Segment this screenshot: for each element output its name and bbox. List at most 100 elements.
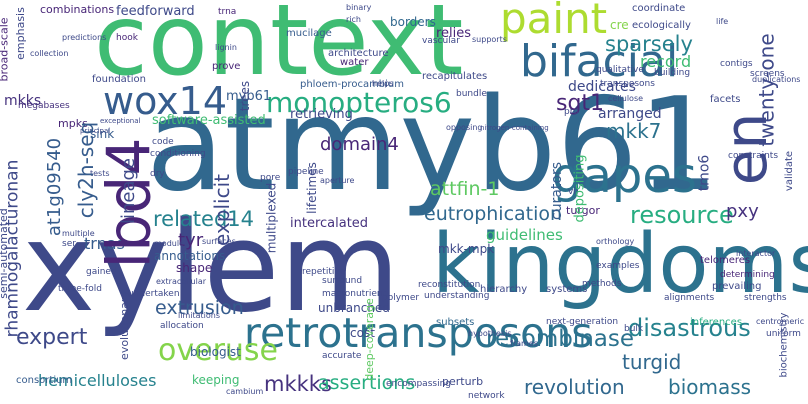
- word-overuse: overuse: [158, 333, 278, 368]
- word-centromeric: centromeric: [756, 317, 805, 326]
- word-guidelines: guidelines: [486, 226, 563, 244]
- word-alignments: alignments: [664, 293, 715, 303]
- word-lineage: lineage: [118, 157, 140, 225]
- word-validate: validate: [784, 150, 796, 192]
- word-frames: frames: [510, 339, 538, 348]
- word-determining: determining: [720, 270, 775, 280]
- word-eutrophication: eutrophication: [424, 203, 563, 225]
- word-dedicates: dedicates: [568, 79, 636, 95]
- word-pxy: pxy: [726, 201, 759, 222]
- word-turgor: turgor: [566, 204, 600, 217]
- word-atmyb61: atmyb61: [146, 71, 720, 220]
- word-strengths: strengths: [744, 293, 787, 303]
- word-hypothesis: hypothesis: [468, 329, 512, 338]
- word-hierarchy: hierarchy: [480, 284, 528, 295]
- word-uniform: uniform: [766, 329, 801, 339]
- word-annotations: annotations: [154, 249, 226, 263]
- word-paint: paint: [500, 0, 608, 43]
- word-mkk-mpk: mkk-mpk: [438, 242, 495, 256]
- word-biomass: biomass: [668, 375, 752, 399]
- word-three-fold: three-fold: [58, 284, 102, 294]
- word-telomeres: telomeres: [700, 255, 751, 266]
- word-orthology: orthology: [596, 237, 635, 246]
- word-allocation: allocation: [160, 321, 204, 331]
- word-limitations: limitations: [178, 311, 220, 320]
- word-mkks: mkks: [4, 93, 42, 109]
- word-repetitive: repetitive: [302, 267, 346, 277]
- word-constraints: constraints: [728, 151, 779, 161]
- word-contigs: contigs: [720, 59, 753, 69]
- word-exceptional: exceptional: [100, 117, 141, 125]
- word-mkk7: mkk7: [606, 119, 662, 143]
- word-perturb: perturb: [442, 375, 484, 388]
- word-shape: shape: [176, 261, 213, 275]
- word-polymer: polymer: [382, 293, 420, 303]
- word-surround: surround: [322, 276, 363, 286]
- word-mucilage: mucilage: [286, 28, 332, 39]
- word-combinations: combinations: [40, 3, 115, 16]
- word-extracellular: extracellular: [156, 277, 207, 286]
- word-semi-automated: semi-automated: [0, 208, 10, 299]
- word-myb61: myb61: [226, 89, 272, 104]
- word-subsets: subsets: [436, 317, 475, 328]
- word-surfaces: surfaces: [202, 237, 236, 246]
- word-explicit: explicit: [210, 174, 234, 246]
- word-disastrous: disastrous: [628, 314, 751, 342]
- word-inferences: inferences: [690, 317, 743, 328]
- word-broad-scale: broad-scale: [0, 17, 11, 82]
- word-recombinase: recombinase: [486, 326, 635, 352]
- word-software-assisted: software-assisted: [152, 113, 266, 128]
- word-hemicelluloses: hemicelluloses: [38, 371, 157, 390]
- word-pipeline: pipeline: [288, 167, 324, 177]
- word-interactor: interactor: [736, 249, 776, 258]
- word-keeping: keeping: [192, 373, 240, 387]
- word-lignin: lignin: [215, 43, 237, 52]
- word-foundation: foundation: [92, 74, 146, 85]
- word-hook: hook: [116, 33, 138, 43]
- word-borders: borders: [390, 15, 436, 29]
- word-reconstitution: reconstitution: [418, 280, 481, 290]
- word-water: water: [340, 57, 369, 68]
- word-bifacial: bifacial: [520, 36, 679, 87]
- word-trna: trna: [218, 7, 237, 17]
- word-mpks: mpks: [58, 117, 88, 130]
- word-biochemistry: biochemistry: [778, 312, 790, 378]
- word-bulk: bulk: [624, 324, 644, 334]
- word-undertaken: undertaken: [128, 289, 180, 299]
- word-trees: trees: [238, 80, 253, 112]
- word-retrieving: retrieving: [290, 107, 353, 122]
- word-encompassing: encompassing: [386, 379, 451, 389]
- word-facets: facets: [710, 94, 741, 105]
- word-prevailing: prevailing: [712, 281, 762, 292]
- word-collection: collection: [30, 49, 69, 58]
- word-dry: dry: [150, 169, 165, 179]
- word-modules: modules: [154, 239, 189, 248]
- word-extrusion: extrusion: [155, 297, 244, 319]
- word-kingdoms: kingdoms: [432, 217, 808, 312]
- word-network: network: [468, 391, 505, 401]
- word-screens: screens: [750, 69, 785, 79]
- word-bundle: bundle: [456, 89, 487, 99]
- word-biologist: biologist: [190, 345, 241, 359]
- word-evolutionary: evolutionary: [117, 291, 131, 360]
- word-binary: binary: [346, 3, 372, 12]
- word-cost: cost: [350, 326, 375, 340]
- word-emphasis: emphasis: [13, 7, 27, 60]
- word-code: code: [152, 137, 174, 147]
- word-xylem: xylem: [22, 196, 401, 340]
- word-retrotransposons: retrotransposons: [244, 309, 593, 357]
- word-gapes: gapes: [552, 148, 697, 204]
- word-cellulose: cellulose: [608, 94, 644, 103]
- word-context: context: [94, 0, 464, 98]
- word-curators: curators: [549, 161, 566, 221]
- word-lifetimes: lifetimes: [304, 162, 319, 214]
- word-accurate: accurate: [322, 351, 362, 361]
- word-examples: examples: [596, 261, 640, 271]
- word-predictions: predictions: [62, 33, 107, 42]
- word-duplications: duplications: [752, 75, 801, 84]
- word-tmo6: tmo6: [696, 154, 713, 192]
- word-feedforward: feedforward: [116, 4, 195, 19]
- word-megabases: megabases: [18, 101, 70, 111]
- word-recapitulates: recapitulates: [422, 71, 488, 82]
